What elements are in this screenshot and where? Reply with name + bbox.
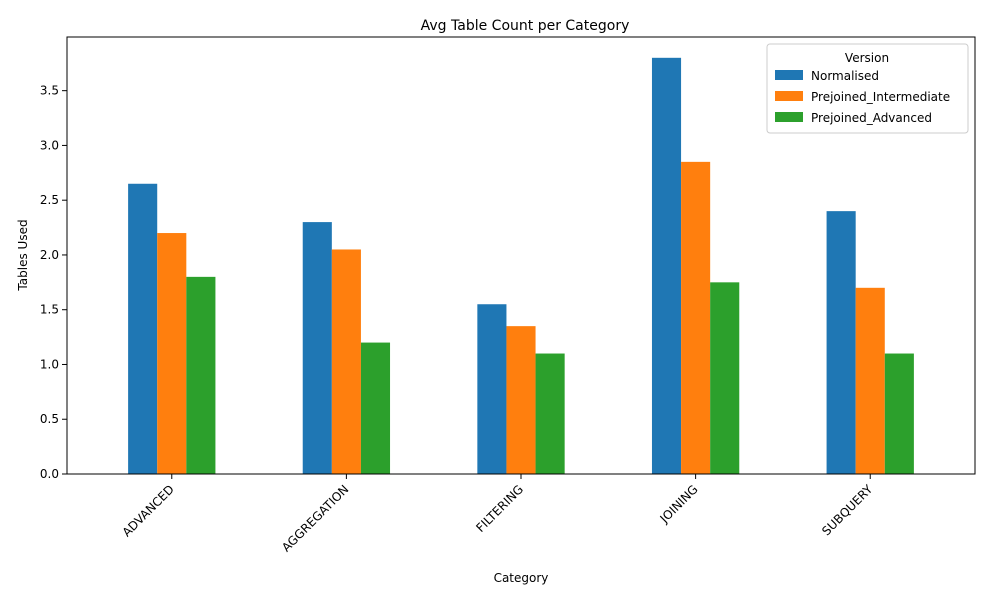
x-tick-label: FILTERING xyxy=(473,482,526,535)
y-axis-ticks: 0.0 0.5 1.0 1.5 2.0 2.5 3.0 3.5 xyxy=(40,84,67,481)
y-tick-label: 3.5 xyxy=(40,84,59,98)
legend-items: Normalised Prejoined_Intermediate Prejoine… xyxy=(775,69,950,125)
legend-swatch xyxy=(775,91,803,101)
legend-entry: Prejoined_Advanced xyxy=(811,111,932,125)
y-tick-label: 0.0 xyxy=(40,467,59,481)
y-tick-label: 2.5 xyxy=(40,193,59,207)
bars xyxy=(128,57,914,475)
bar-joining-normalised xyxy=(651,57,682,475)
bar-filtering-prejoined-advanced xyxy=(535,353,565,474)
x-tick-label: JOINING xyxy=(657,482,701,526)
y-tick-label: 1.0 xyxy=(40,357,59,371)
bar-joining-prejoined-intermediate xyxy=(681,161,711,474)
x-axis-ticks: ADVANCED AGGREGATION FILTERING JOINING SUBQU… xyxy=(120,474,876,555)
chart-title: Avg Table Count per Category xyxy=(421,18,630,34)
legend-swatch xyxy=(775,112,803,122)
plot-frame xyxy=(66,36,976,475)
y-tick-label: 3.0 xyxy=(40,138,59,152)
legend: Version Normalised Prejoined_Intermediate… xyxy=(766,43,969,134)
y-tick-label: 2.0 xyxy=(40,248,59,262)
x-axis-label: Category xyxy=(494,571,549,585)
y-tick-label: 0.5 xyxy=(40,412,59,426)
bar-subquery-prejoined-advanced xyxy=(884,353,914,474)
bar-filtering-normalised xyxy=(477,304,507,474)
legend-title: Version xyxy=(845,51,889,65)
legend-swatch xyxy=(775,70,803,80)
bar-subquery-prejoined-intermediate xyxy=(855,287,885,474)
bar-aggregation-normalised xyxy=(302,222,332,474)
bar-advanced-prejoined-intermediate xyxy=(157,233,187,474)
legend-entry: Prejoined_Intermediate xyxy=(811,90,950,104)
y-tick-label: 1.5 xyxy=(40,303,59,317)
bar-joining-prejoined-advanced xyxy=(710,282,740,474)
x-tick-label: AGGREGATION xyxy=(279,482,351,554)
bar-advanced-normalised xyxy=(128,183,158,474)
y-axis-label: Tables Used xyxy=(16,219,30,291)
x-tick-label: ADVANCED xyxy=(120,482,177,539)
bar-advanced-prejoined-advanced xyxy=(186,276,216,474)
bar-subquery-normalised xyxy=(826,211,856,474)
bar-aggregation-prejoined-advanced xyxy=(360,342,391,474)
bar-aggregation-prejoined-intermediate xyxy=(331,249,361,474)
x-tick-label: SUBQUERY xyxy=(819,482,876,539)
bar-filtering-prejoined-intermediate xyxy=(506,326,536,474)
legend-entry: Normalised xyxy=(811,69,879,83)
legend-frame xyxy=(766,43,969,134)
